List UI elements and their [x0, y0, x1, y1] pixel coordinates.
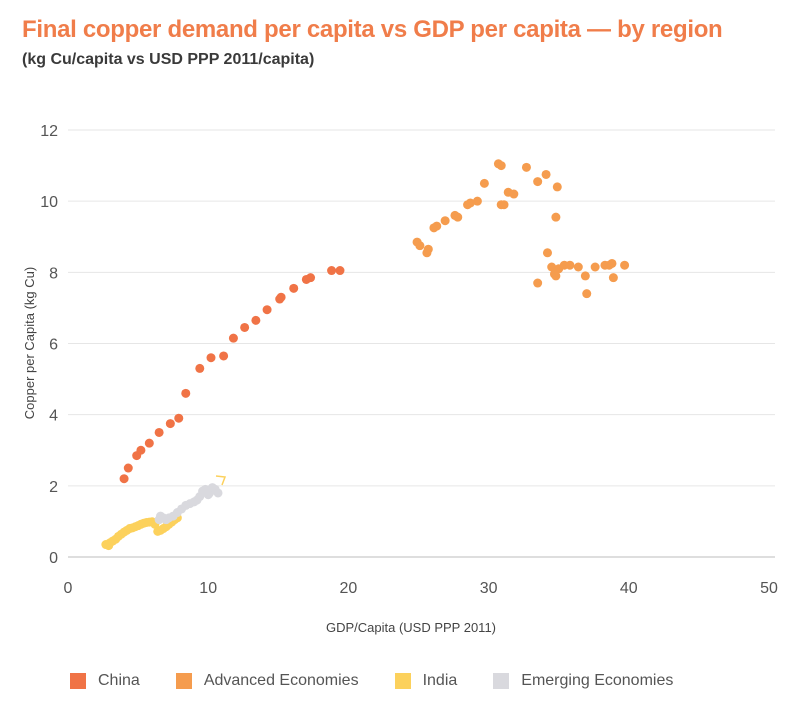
data-point [547, 262, 557, 272]
x-tick-label: 40 [620, 580, 638, 597]
data-point [479, 178, 489, 188]
x-tick-label: 30 [480, 580, 498, 597]
data-point [521, 162, 531, 172]
y-tick-label: 2 [49, 479, 58, 496]
data-point [181, 388, 191, 398]
data-point [499, 200, 509, 210]
data-point [327, 266, 337, 276]
data-point [453, 212, 463, 222]
data-point [533, 177, 543, 187]
chart-legend: China Advanced Economies India Emerging Eco… [70, 672, 709, 690]
x-tick-label: 10 [199, 580, 217, 597]
data-point [541, 169, 551, 179]
data-point [154, 427, 164, 437]
data-point [240, 322, 250, 332]
data-point [262, 305, 272, 315]
legend-swatch [394, 673, 411, 689]
legend-label: Advanced Economies [203, 672, 359, 689]
data-points [101, 159, 630, 551]
data-point [423, 244, 433, 254]
data-point [213, 488, 223, 498]
gridlines [68, 129, 775, 487]
data-point [509, 189, 519, 199]
data-point [582, 289, 592, 299]
data-point [174, 413, 184, 423]
x-tick-label: 50 [760, 580, 778, 597]
data-point [465, 198, 475, 208]
data-point [165, 419, 175, 429]
data-point [607, 258, 617, 268]
x-tick-label: 20 [340, 580, 358, 597]
x-axis-ticks: 0 10 20 30 40 50 [64, 580, 778, 597]
data-point [144, 438, 154, 448]
y-tick-label: 12 [40, 123, 58, 140]
data-point [565, 260, 575, 270]
data-point [306, 273, 316, 283]
scatter-chart: 0 2 4 6 8 10 12 0 10 20 30 40 50 GDP/Capita (USD PP… [22, 123, 778, 635]
data-point [573, 262, 583, 272]
data-point [119, 474, 129, 484]
data-point [251, 315, 261, 325]
data-point [590, 262, 600, 272]
legend-item: Advanced Economies [175, 672, 359, 690]
data-point [472, 196, 482, 206]
data-point [228, 333, 238, 343]
y-tick-label: 4 [49, 408, 58, 425]
legend-swatch [493, 673, 510, 689]
data-point [432, 221, 442, 231]
data-point [415, 241, 425, 251]
y-tick-label: 10 [40, 194, 58, 211]
y-axis-ticks: 0 2 4 6 8 10 12 [40, 123, 58, 567]
data-point [496, 161, 506, 171]
x-axis-label: GDP/Capita (USD PPP 2011) [326, 620, 496, 635]
data-point [335, 266, 345, 276]
data-point [136, 445, 146, 455]
data-point [608, 273, 618, 283]
legend-item: India [394, 672, 458, 690]
legend-label: Emerging Economies [521, 672, 674, 689]
legend-swatch [70, 673, 86, 689]
data-point [551, 271, 561, 281]
chart-title: Final copper demand per capita vs GDP pe… [22, 16, 723, 43]
data-point [289, 283, 299, 293]
data-point [551, 212, 561, 222]
data-point [533, 278, 543, 288]
data-point [219, 351, 229, 361]
data-point [542, 248, 552, 258]
legend-item: Emerging Economies [493, 672, 673, 690]
x-tick-label: 0 [64, 580, 73, 597]
data-point [552, 182, 562, 192]
data-point [206, 353, 216, 363]
y-tick-label: 6 [49, 337, 58, 354]
legend-item: China [70, 672, 140, 690]
data-point [440, 216, 450, 226]
data-point [620, 260, 630, 270]
legend-label: China [98, 672, 140, 689]
y-tick-label: 8 [49, 265, 58, 282]
legend-swatch [175, 673, 192, 689]
axis-break-mark [215, 475, 227, 486]
data-point [580, 271, 590, 281]
y-tick-label: 0 [49, 550, 58, 567]
y-axis-label: Copper per Capita (kg Cu) [22, 267, 37, 419]
data-point [123, 463, 133, 473]
data-point [276, 292, 286, 302]
chart-subtitle: (kg Cu/capita vs USD PPP 2011/capita) [22, 51, 315, 68]
data-point [195, 363, 205, 373]
legend-label: India [422, 672, 458, 689]
